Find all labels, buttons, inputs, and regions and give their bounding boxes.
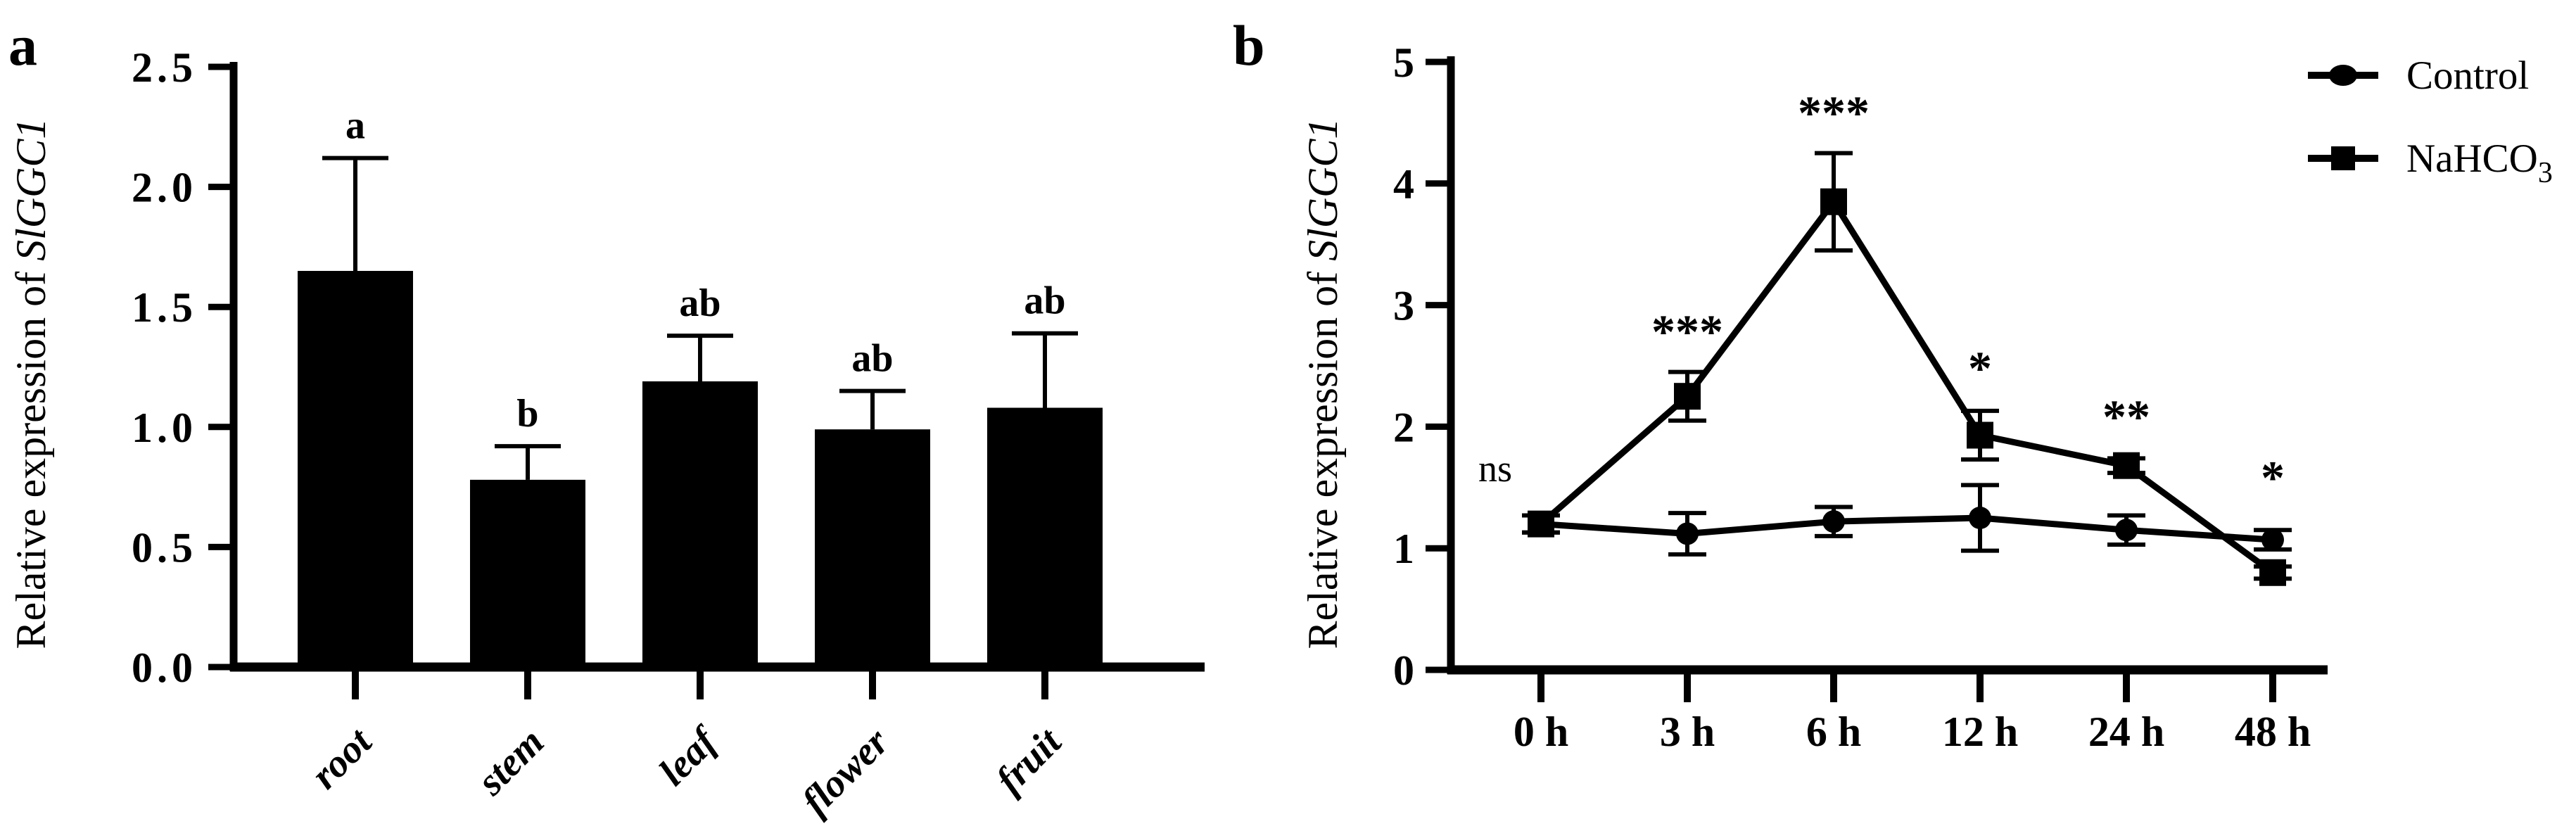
legend-label: Control bbox=[2406, 53, 2529, 98]
circle-marker bbox=[1969, 507, 1991, 529]
panel-b-label: b bbox=[1233, 13, 1265, 77]
y-tick-label: 5 bbox=[1393, 39, 1414, 86]
sig-letter: ab bbox=[851, 337, 893, 381]
bar-root bbox=[298, 271, 413, 667]
y-tick-label: 0.0 bbox=[132, 645, 197, 691]
legend: Control NaHCO3 bbox=[2308, 53, 2553, 189]
y-tick-label: 1.0 bbox=[132, 405, 197, 451]
y-tick-label: 2 bbox=[1393, 404, 1414, 450]
panel-a-label: a bbox=[8, 13, 37, 77]
significance-stars: *** bbox=[1651, 305, 1723, 358]
bar-fruit bbox=[987, 407, 1103, 667]
square-marker bbox=[1820, 188, 1847, 215]
ns-annotation: ns bbox=[1478, 448, 1512, 490]
x-tick-label: 48 h bbox=[2235, 709, 2311, 755]
x-category-label: stem bbox=[469, 720, 552, 804]
circle-marker bbox=[1822, 510, 1845, 533]
significance-stars: * bbox=[1968, 341, 1992, 395]
significance-stars: *** bbox=[1798, 86, 1870, 139]
x-tick-label: 6 h bbox=[1806, 709, 1861, 755]
sig-letter: ab bbox=[1024, 279, 1065, 323]
x-tick-label: 24 h bbox=[2088, 709, 2164, 755]
legend-square-marker bbox=[2331, 146, 2355, 170]
circle-marker bbox=[1676, 522, 1699, 545]
series-line-NaHCO3 bbox=[1539, 196, 2275, 576]
x-tick-label: 0 h bbox=[1514, 709, 1568, 755]
y-tick-label: 4 bbox=[1393, 161, 1414, 208]
y-tick-label: 1.5 bbox=[132, 284, 197, 331]
y-tick-label: 2.0 bbox=[132, 165, 197, 211]
series-Control bbox=[1522, 483, 2292, 557]
square-marker bbox=[2113, 452, 2140, 479]
x-category-label: root bbox=[303, 719, 381, 797]
x-tick-label: 12 h bbox=[1942, 709, 2018, 755]
square-marker bbox=[2259, 559, 2286, 586]
legend-circle-marker bbox=[2329, 65, 2357, 86]
y-axis-title: Relative expression of SlGGC1 bbox=[1300, 118, 1346, 649]
x-category-label: fruit bbox=[988, 719, 1070, 801]
bar-leaf bbox=[642, 381, 758, 667]
significance-stars: * bbox=[2261, 450, 2285, 504]
y-tick-label: 0.5 bbox=[132, 524, 197, 571]
sig-letter: a bbox=[345, 104, 365, 148]
circle-marker bbox=[2261, 528, 2284, 552]
y-tick-label: 1 bbox=[1393, 526, 1414, 572]
significance-stars: ** bbox=[2102, 390, 2150, 443]
sig-letter: b bbox=[516, 392, 538, 436]
circle-marker bbox=[1530, 512, 1552, 535]
x-tick-label: 3 h bbox=[1660, 709, 1715, 755]
y-axis-title: Relative expression of SlGGC1 bbox=[8, 118, 54, 649]
square-marker bbox=[1967, 421, 1993, 449]
y-tick-label: 2.5 bbox=[132, 44, 197, 91]
bar-flower bbox=[815, 429, 930, 667]
panel-b-chart: 0 1 2 3 4 5 Relative expression of SlGGC1 0 h 3 … bbox=[1300, 39, 2553, 755]
panel-a-chart: 0.0 0.5 1.0 1.5 2.0 2.5 Relative expression of… bbox=[8, 44, 1205, 824]
y-tick-label: 0 bbox=[1393, 647, 1414, 694]
x-category-label: flower bbox=[794, 720, 898, 824]
y-tick-label: 3 bbox=[1393, 283, 1414, 329]
series-line-Control bbox=[1540, 514, 2273, 543]
legend-label: NaHCO3 bbox=[2406, 137, 2553, 189]
bar-stem bbox=[470, 479, 585, 667]
square-marker bbox=[1674, 383, 1701, 410]
x-category-label: leaf bbox=[651, 718, 728, 794]
circle-marker bbox=[2115, 519, 2138, 542]
sig-letter: ab bbox=[679, 281, 721, 325]
